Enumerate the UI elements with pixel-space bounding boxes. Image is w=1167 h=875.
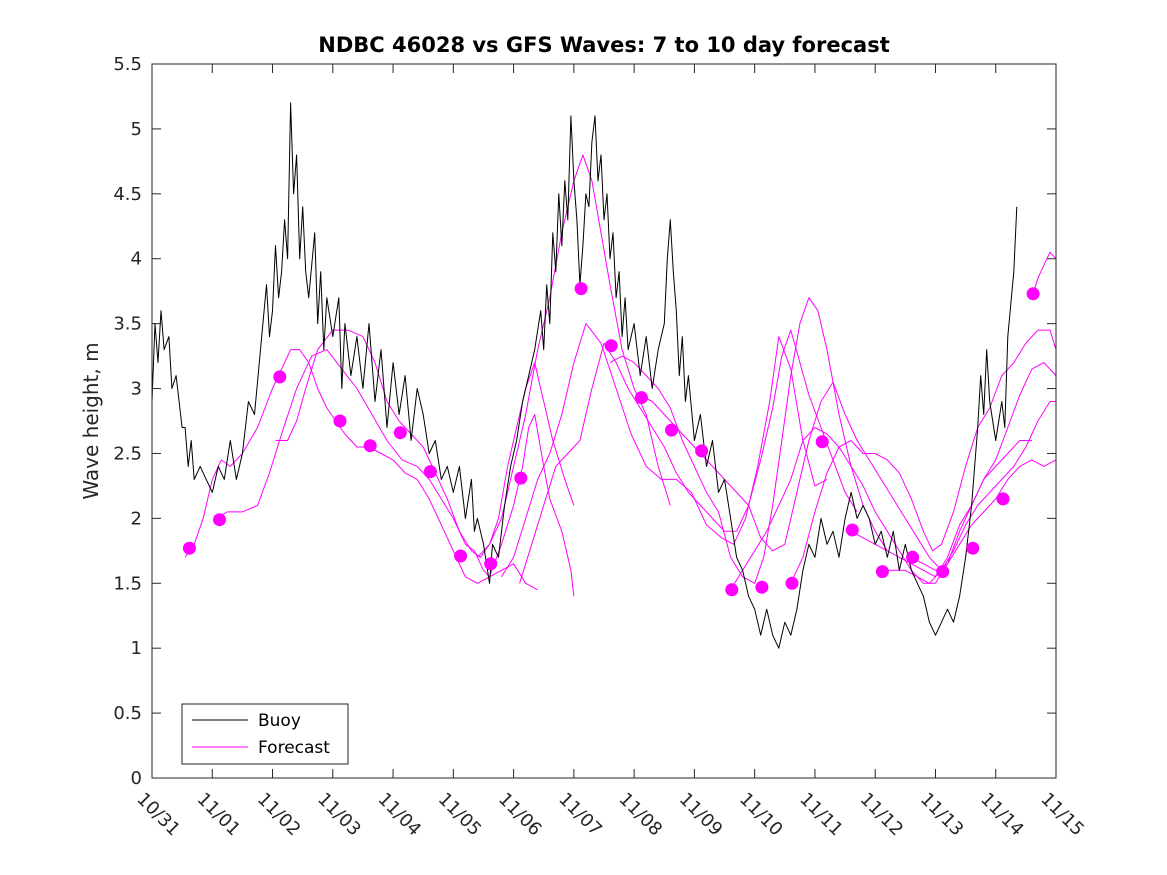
forecast-marker (875, 565, 889, 579)
forecast-marker (333, 414, 347, 428)
forecast-series-line-1 (184, 349, 538, 591)
forecast-marker (484, 557, 498, 571)
y-tick-label: 3.5 (113, 314, 142, 335)
y-tick-label: 0 (131, 768, 142, 789)
y-tick-label: 2.5 (113, 443, 142, 464)
series-lines (151, 102, 1057, 649)
forecast-marker (725, 583, 739, 597)
y-tick-label: 5.5 (113, 54, 142, 75)
y-tick-label: 4 (131, 249, 142, 270)
buoy-series-line (151, 102, 1018, 649)
forecast-series-line-14 (1031, 251, 1057, 298)
forecast-series-line-3 (275, 329, 575, 558)
forecast-marker (906, 550, 920, 564)
legend-box (181, 703, 349, 765)
forecast-marker (966, 541, 980, 555)
forecast-series-line-12 (881, 401, 1056, 584)
y-tick-label: 5 (131, 119, 142, 140)
forecast-marker (634, 391, 648, 405)
y-tick-label: 0.5 (113, 703, 142, 724)
forecast-series-line-4 (477, 154, 671, 558)
forecast-marker (182, 541, 196, 555)
forecast-marker (785, 576, 799, 590)
forecast-marker (845, 523, 859, 537)
chart-title: NDBC 46028 vs GFS Waves: 7 to 10 day for… (318, 33, 889, 57)
legend-label-buoy: Buoy (258, 711, 301, 731)
plot-frame (151, 63, 1057, 779)
forecast-marker (936, 565, 950, 579)
forecast-series-line-7 (609, 297, 888, 584)
forecast-marker (213, 513, 226, 527)
forecast-marker (755, 580, 769, 594)
y-tick-label: 2 (131, 508, 142, 529)
y-tick-label: 3 (131, 379, 142, 400)
forecast-series-line-6 (519, 329, 858, 584)
forecast-marker (604, 339, 618, 353)
legend: Buoy Forecast (181, 703, 349, 765)
forecast-marker (273, 370, 287, 384)
forecast-marker (815, 435, 829, 449)
forecast-marker (695, 444, 709, 458)
forecast-series-line-8 (639, 381, 942, 571)
forecast-marker (514, 471, 528, 485)
forecast-series-line-2 (215, 349, 575, 597)
forecast-marker (363, 439, 377, 453)
forecast-marker (454, 549, 468, 563)
forecast-markers (182, 282, 1040, 597)
plot-area (152, 64, 1056, 778)
y-axis-label: Wave height, m (79, 342, 103, 499)
forecast-marker (996, 492, 1010, 506)
forecast-marker (574, 282, 588, 296)
y-tick-label: 4.5 (113, 184, 142, 205)
forecast-series-line-5 (501, 323, 828, 578)
forecast-marker (665, 423, 678, 437)
tick-marks (151, 63, 1057, 779)
forecast-series-line-10 (790, 329, 1057, 584)
legend-label-forecast: Forecast (258, 738, 330, 758)
forecast-marker (1026, 287, 1040, 301)
forecast-series-line-13 (911, 459, 1057, 571)
y-tick-label: 1 (131, 638, 142, 659)
y-tick-labels: 0 0.5 1 1.5 2 2.5 3 3.5 4 4.5 5 5.5 (113, 54, 142, 789)
forecast-marker (423, 465, 437, 479)
y-tick-label: 1.5 (113, 573, 142, 594)
forecast-marker (393, 426, 407, 440)
